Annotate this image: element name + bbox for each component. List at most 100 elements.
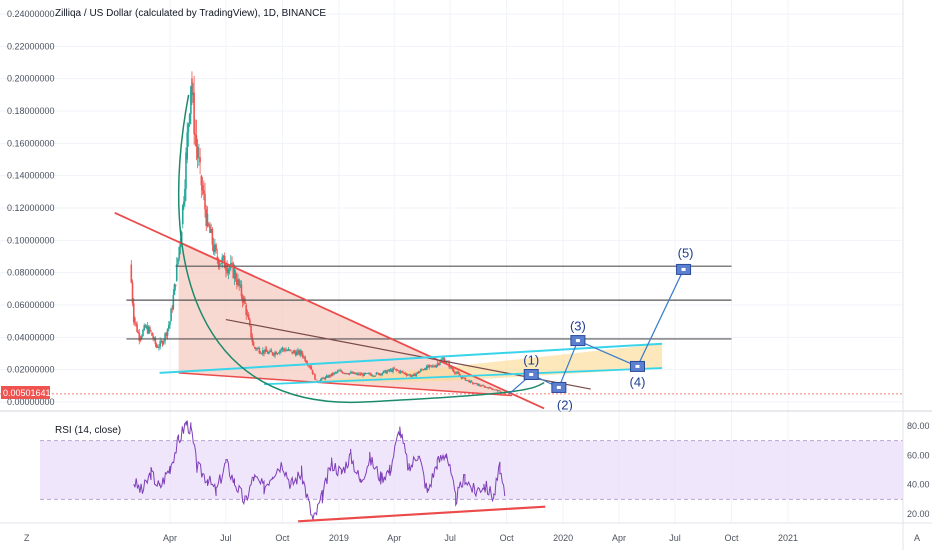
candle-body xyxy=(397,370,399,372)
ascending-channel-fill[interactable] xyxy=(301,343,663,383)
candle-body xyxy=(393,368,396,370)
candle-body xyxy=(428,365,431,368)
candle-body xyxy=(351,372,353,374)
candle-body xyxy=(365,373,368,374)
price-tick-label: 0.08000000 xyxy=(7,268,55,278)
candle-body xyxy=(322,377,324,379)
candle-body xyxy=(444,362,447,363)
candle-body xyxy=(167,325,170,329)
candle-body xyxy=(369,373,372,375)
candle-body xyxy=(274,352,276,356)
candle-body xyxy=(481,385,483,387)
candle-body xyxy=(323,378,326,380)
auto-scale-button[interactable]: A xyxy=(914,533,920,543)
rsi-divergence-trendline[interactable] xyxy=(298,505,546,523)
candle-body xyxy=(432,365,434,367)
candle-body xyxy=(404,372,407,375)
candle-body xyxy=(420,369,422,372)
triangle-support-line[interactable] xyxy=(178,372,513,397)
candle-body xyxy=(201,185,204,191)
chart-drawings[interactable]: (1) (2) (3) (4) (5) xyxy=(0,94,903,413)
candle-body xyxy=(427,365,429,368)
candle-body xyxy=(281,347,284,350)
candle-body xyxy=(175,264,178,281)
candle-body xyxy=(329,375,332,377)
wave-point-marker-dot xyxy=(681,267,686,271)
candle-body xyxy=(309,365,311,368)
candle-body xyxy=(423,369,426,370)
candle-body xyxy=(357,373,359,375)
candle-body xyxy=(353,372,356,374)
candle-body xyxy=(296,351,298,356)
candle-body xyxy=(241,296,244,303)
rsi-tick-label: 20.00 xyxy=(907,509,930,519)
candle-body xyxy=(231,263,233,264)
time-scale[interactable]: Apr Jul Oct 2019 Apr Jul Oct 2020 Apr Jul Oct 2021 xyxy=(163,533,798,543)
wave-label: (4) xyxy=(630,374,646,389)
time-tick-label: Oct xyxy=(275,533,290,543)
candle-body xyxy=(370,374,373,376)
candle-body xyxy=(486,386,488,388)
candle-body xyxy=(279,350,281,353)
candle-body xyxy=(205,209,208,227)
candle-body xyxy=(348,373,351,375)
candle-body xyxy=(220,263,222,265)
candle-body xyxy=(138,332,141,341)
candle-body xyxy=(134,317,136,323)
candle-body xyxy=(221,257,224,264)
candle-body xyxy=(297,350,299,352)
candle-body xyxy=(286,350,289,352)
rsi-line xyxy=(133,420,506,522)
candle-body xyxy=(480,385,482,387)
candle-body xyxy=(200,175,203,186)
candle-body xyxy=(429,365,432,367)
candle-body xyxy=(346,373,349,374)
candle-body xyxy=(477,384,480,386)
candle-body xyxy=(367,373,369,374)
candle-body xyxy=(376,372,379,374)
candle-body xyxy=(495,389,498,391)
candle-body xyxy=(273,353,275,356)
price-candles xyxy=(130,71,506,394)
channel-lower-line[interactable] xyxy=(263,367,663,386)
wave-point-marker-dot xyxy=(575,339,580,343)
candle-body xyxy=(406,374,409,376)
candle-body xyxy=(143,325,145,331)
candle-body xyxy=(492,389,494,391)
wave-point-marker-dot xyxy=(635,364,640,368)
cup-arc[interactable] xyxy=(177,94,545,403)
candle-body xyxy=(415,373,417,377)
price-scale[interactable]: 0.24000000 0.22000000 0.20000000 0.18000000… xyxy=(7,9,55,407)
candle-body xyxy=(359,373,362,375)
candle-body xyxy=(422,369,424,371)
candle-body xyxy=(198,157,200,159)
candle-body xyxy=(305,361,308,363)
candle-body xyxy=(147,327,150,334)
candle-body xyxy=(500,391,502,393)
candle-body xyxy=(371,375,374,377)
candle-body xyxy=(196,146,199,158)
timezone-marker[interactable]: Z xyxy=(24,533,30,543)
candle-body xyxy=(345,373,347,374)
candle-body xyxy=(439,362,441,365)
candle-body xyxy=(277,352,280,354)
candle-body xyxy=(489,387,492,389)
candle-body xyxy=(163,340,165,343)
candle-body xyxy=(284,349,286,352)
candle-body xyxy=(238,279,240,286)
candle-body xyxy=(491,388,493,390)
candle-body xyxy=(418,371,421,373)
candle-body xyxy=(190,86,192,115)
candle-body xyxy=(218,263,221,266)
candle-body xyxy=(252,342,255,347)
candle-body xyxy=(424,368,427,370)
time-tick-label: Jul xyxy=(444,533,456,543)
candle-body xyxy=(222,255,225,258)
rsi-scale[interactable]: 80.00 60.00 40.00 20.00 xyxy=(907,421,930,519)
candle-body xyxy=(437,363,440,365)
candle-body xyxy=(262,350,264,354)
current-price-value: 0.00501641 xyxy=(3,388,51,398)
candle-body xyxy=(413,373,415,377)
candle-body xyxy=(142,330,144,337)
